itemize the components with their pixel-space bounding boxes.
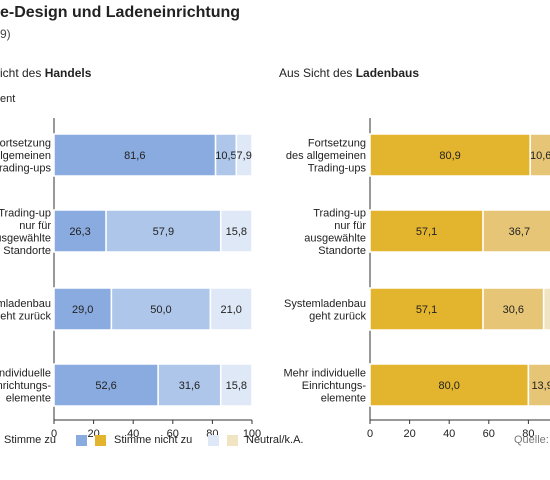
right-chart-category-label: des allgemeinen xyxy=(286,150,366,162)
left-chart-data-label: 26,3 xyxy=(69,226,90,238)
right-chart-category-label: Systemladenbau xyxy=(284,298,366,310)
right-chart-bar-3-1 xyxy=(527,363,550,407)
right-panel-title-bold: Ladenbaus xyxy=(355,66,420,80)
left-chart-data-label: 15,8 xyxy=(226,380,247,392)
legend-item-agree: Stimme zu xyxy=(4,434,56,446)
left-chart-data-label: 15,8 xyxy=(226,226,247,238)
right-chart-category-label: Standorte xyxy=(318,245,366,257)
legend-swatch-neutral-blue xyxy=(208,434,219,446)
right-chart-category-label: Fortsetzung xyxy=(308,138,366,150)
right-chart-data-label: 36,7 xyxy=(509,226,530,238)
legend-swatch-disagree-gold xyxy=(95,434,106,446)
right-chart-category-label: Einrichtungs- xyxy=(302,380,367,392)
right-chart-category-label: Trading-up xyxy=(313,207,366,219)
left-chart-category-label: Standorte xyxy=(3,245,51,257)
left-chart-tick-label: 100 xyxy=(243,428,261,440)
left-chart-data-label: 50,0 xyxy=(150,304,171,316)
left-chart-bar-1-2 xyxy=(219,209,253,253)
right-panel-title: Aus Sicht des Ladenbaus xyxy=(279,66,419,80)
left-chart-category-label: geht zurück xyxy=(0,310,51,322)
right-chart-data-label: 10,6 xyxy=(530,150,550,162)
left-chart-category-label: individuelle xyxy=(0,368,51,380)
right-chart-bar-0-0 xyxy=(369,133,531,177)
left-chart-bar-0-2 xyxy=(235,133,253,177)
chart-subtitle: 9) xyxy=(0,27,11,41)
left-chart-category-label: ausgewählte xyxy=(0,232,51,244)
left-chart-bar-1-1 xyxy=(105,209,222,253)
right-chart-data-label: 80,0 xyxy=(438,380,459,392)
right-chart-data-label: 57,1 xyxy=(416,226,437,238)
legend-disagree-label: Stimme nicht zu xyxy=(114,434,193,446)
right-chart-category-label: Mehr individuelle xyxy=(283,368,366,380)
left-panel-title-bold: Handels xyxy=(44,66,92,80)
left-chart-category-label: stemladenbau xyxy=(0,298,51,310)
legend-item-neutral: Neutral/k.A. xyxy=(208,434,303,446)
right-chart-category-label: Trading-ups xyxy=(308,163,367,175)
left-chart-category-label: Fortsetzung xyxy=(0,138,51,150)
legend-swatch-disagree-blue xyxy=(76,434,87,446)
legend-agree-label: Stimme zu xyxy=(4,434,56,446)
left-chart-data-label: 10,5 xyxy=(215,150,236,162)
left-chart-bar-3-0 xyxy=(53,363,159,407)
left-chart-data-label: 81,6 xyxy=(124,150,145,162)
left-chart-data-label: 31,6 xyxy=(179,380,200,392)
right-chart-data-label: 13,9 xyxy=(531,380,550,392)
legend-swatch-neutral-gold xyxy=(227,434,238,446)
right-chart-tick-label: 60 xyxy=(483,428,495,440)
legend-item-disagree: Stimme nicht zu xyxy=(76,434,192,446)
right-chart-bar-1-1 xyxy=(482,209,550,253)
right-chart-tick-label: 20 xyxy=(403,428,415,440)
right-chart-tick-label: 40 xyxy=(443,428,455,440)
right-chart-data-label: 80,9 xyxy=(439,150,460,162)
legend-neutral-label: Neutral/k.A. xyxy=(246,434,304,446)
right-chart-category-label: elemente xyxy=(321,393,366,405)
left-chart-bar-2-0 xyxy=(53,287,113,331)
right-chart-bar-2-0 xyxy=(369,287,484,331)
left-chart-category-label: elemente xyxy=(6,393,51,405)
right-chart-tick-label: 0 xyxy=(367,428,373,440)
left-chart-data-label: 7,9 xyxy=(237,150,252,162)
left-chart-tick-label: 40 xyxy=(127,428,139,440)
right-chart-bar-2-1 xyxy=(482,287,545,331)
unit-label: ent xyxy=(0,93,16,105)
left-chart-bar-2-2 xyxy=(209,287,253,331)
left-chart-category-label: Einrichtungs- xyxy=(0,380,51,392)
right-chart-category-label: geht zurück xyxy=(309,310,366,322)
left-chart-category-label: allgemeinen xyxy=(0,150,51,162)
right-chart-tick-label: 80 xyxy=(522,428,534,440)
left-chart-category-label: Trading-ups xyxy=(0,163,51,175)
left-chart-tick-label: 0 xyxy=(51,428,57,440)
left-chart-data-label: 29,0 xyxy=(72,304,93,316)
left-panel-title: icht des Handels xyxy=(0,66,91,80)
right-chart-category-label: ausgewählte xyxy=(304,232,366,244)
left-chart-category-label: Trading-up xyxy=(0,207,51,219)
right-chart-bar-0-1 xyxy=(529,133,550,177)
left-chart-category-label: nur für xyxy=(19,220,51,232)
right-chart-data-label: 57,1 xyxy=(416,304,437,316)
right-panel-title-prefix: Aus Sicht des xyxy=(279,66,356,80)
left-chart-bar-3-2 xyxy=(219,363,253,407)
right-chart-category-label: nur für xyxy=(334,220,366,232)
right-chart-data-label: 30,6 xyxy=(503,304,524,316)
left-chart-data-label: 21,0 xyxy=(220,304,241,316)
left-chart-data-label: 57,9 xyxy=(153,226,174,238)
source-note: Quelle: xyxy=(514,434,549,446)
right-chart-bar-2-2 xyxy=(542,287,550,331)
left-chart-data-label: 52,6 xyxy=(95,380,116,392)
chart-title: e-Design und Ladeneinrichtung xyxy=(0,4,241,21)
left-panel-title-prefix: icht des xyxy=(0,66,45,80)
left-chart-tick-label: 60 xyxy=(167,428,179,440)
